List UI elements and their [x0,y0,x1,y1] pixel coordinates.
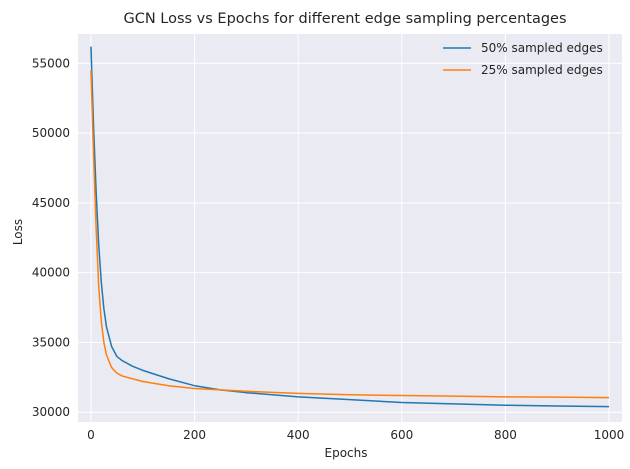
x-tick-label: 800 [494,428,517,442]
y-tick-label: 55000 [32,56,70,70]
series-line-1 [90,46,610,408]
plot-area [78,34,622,422]
legend-label: 50% sampled edges [481,41,603,55]
chart-title: GCN Loss vs Epochs for different edge sa… [123,11,566,27]
x-tick-label: 400 [287,428,310,442]
y-tick-label: 35000 [32,335,70,349]
series-line-2 [90,70,610,399]
legend: 50% sampled edges 25% sampled edges [443,41,603,77]
x-tick-label: 600 [390,428,413,442]
x-tick-label: 200 [183,428,206,442]
y-tick-label: 30000 [32,405,70,419]
y-tick-label: 45000 [32,196,70,210]
x-axis-label: Epochs [325,446,368,460]
x-tick-label: 0 [87,428,95,442]
x-tick-label: 1000 [594,428,625,442]
y-tick-label: 40000 [32,266,70,280]
y-tick-label: 50000 [32,126,70,140]
legend-label: 25% sampled edges [481,63,603,77]
y-axis-label: Loss [11,219,25,245]
